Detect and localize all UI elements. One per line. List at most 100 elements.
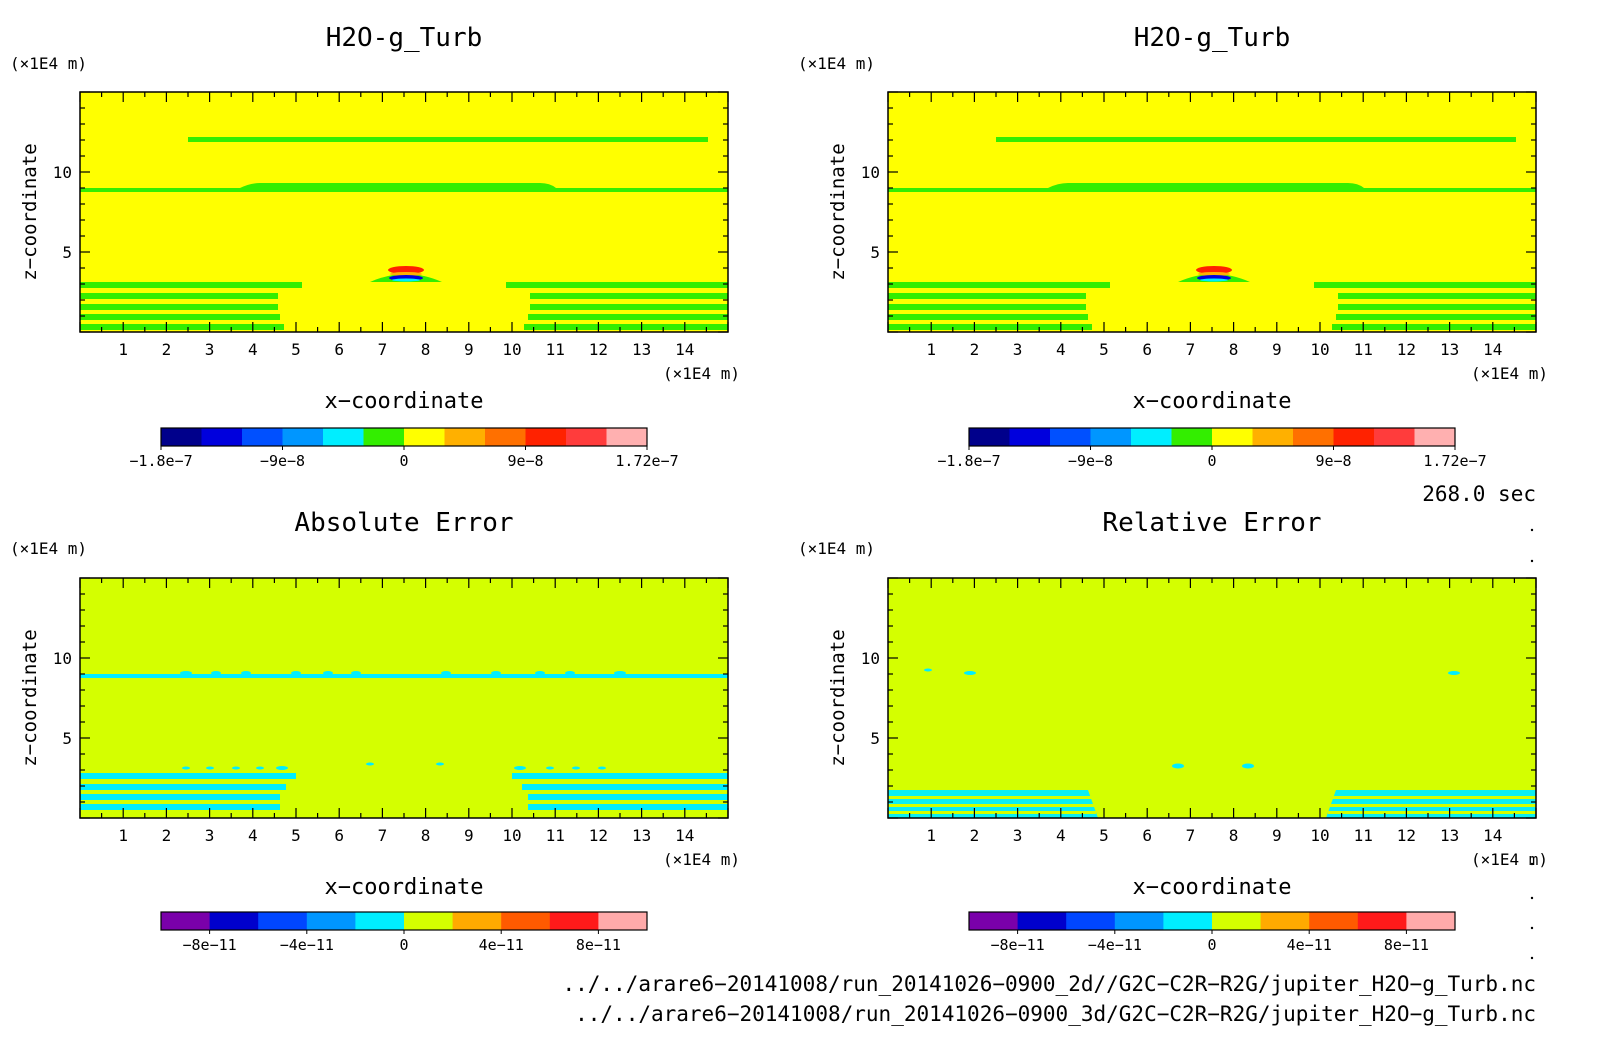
colorbar-swatch <box>1333 428 1375 446</box>
x-tick-label: 3 <box>1013 340 1023 359</box>
x-tick-label: 14 <box>1483 826 1502 845</box>
colorbar-swatch <box>1309 912 1359 930</box>
panel-title: Absolute Error <box>294 508 513 538</box>
x-tick-label: 4 <box>248 340 258 359</box>
colorbar-swatch <box>282 428 324 446</box>
colorbar-swatch <box>1406 912 1456 930</box>
x-tick-label: 5 <box>1099 826 1109 845</box>
x-tick-label: 7 <box>1186 340 1196 359</box>
colorbar: −1.8e−7 −9e−8 0 9e−8 1.72e−7 <box>129 427 679 470</box>
colorbar-tick-label: 0 <box>1207 936 1216 954</box>
x-tick-label: 10 <box>502 340 521 359</box>
colorbar-tick-label: 0 <box>399 936 408 954</box>
colorbar-swatch <box>1090 428 1132 446</box>
colorbar-swatch <box>1252 428 1294 446</box>
colorbar-swatch <box>363 428 405 446</box>
x-tick-label: 9 <box>464 340 474 359</box>
colorbar-swatch <box>404 428 445 446</box>
x-tick-label: 3 <box>1013 826 1023 845</box>
green-stripes-right <box>506 282 728 330</box>
colorbar-swatch <box>1171 428 1213 446</box>
colorbar-swatch <box>1260 912 1310 930</box>
x-axis-label: x−coordinate <box>1133 389 1292 414</box>
colorbar-swatch <box>485 428 526 446</box>
colorbar-swatch <box>1374 428 1415 446</box>
x-unit-label: (×1E4 m) <box>1471 364 1548 383</box>
x-tick-label: 2 <box>970 826 980 845</box>
cyan-blob <box>1200 278 1228 282</box>
cyan-dots-mid <box>180 671 626 675</box>
colorbar-swatch <box>525 428 567 446</box>
x-tick-label: 6 <box>1142 340 1152 359</box>
red-blob <box>1196 266 1232 274</box>
x-tick-label: 10 <box>1310 826 1329 845</box>
x-tick-label: 1 <box>926 826 936 845</box>
footer-line-2: ../../arare6−20141008/run_20141026−0900_… <box>575 1002 1536 1026</box>
x-tick-label: 7 <box>378 826 388 845</box>
x-tick-label: 14 <box>675 340 694 359</box>
x-tick-label: 4 <box>1056 340 1066 359</box>
colorbar-tick-label: 9e−8 <box>507 452 543 470</box>
orange-blob <box>390 272 422 276</box>
x-tick-label: 1 <box>926 340 936 359</box>
colorbar-swatch <box>1212 428 1253 446</box>
colorbar-swatch <box>566 428 607 446</box>
cyan-stripes-right <box>512 773 728 810</box>
colorbar-tick-label: −4e−11 <box>280 936 334 954</box>
x-axis-label: x−coordinate <box>325 389 484 414</box>
colorbar-tick-label: −8e−11 <box>991 936 1045 954</box>
green-stripes-left <box>888 282 1110 330</box>
x-tick-label: 9 <box>1272 340 1282 359</box>
colorbar-tick-label: 8e−11 <box>1384 936 1429 954</box>
colorbar-swatch <box>1163 912 1213 930</box>
colorbar-swatch <box>201 428 243 446</box>
green-band-upper <box>188 137 708 142</box>
colorbar-swatch <box>161 912 211 930</box>
x-tick-label: 5 <box>291 826 301 845</box>
y-unit-label: (×1E4 m) <box>798 54 875 73</box>
x-tick-label: 8 <box>421 826 431 845</box>
x-axis-label: x−coordinate <box>1133 875 1292 900</box>
colorbar-swatch <box>444 428 486 446</box>
x-tick-label: 2 <box>162 340 172 359</box>
colorbar-swatch <box>1414 428 1456 446</box>
colorbar-tick-label: −4e−11 <box>1088 936 1142 954</box>
colorbar: −8e−11 −4e−11 0 4e−11 8e−11 <box>968 911 1456 954</box>
colorbar-swatch <box>258 912 308 930</box>
footer-line-1: ../../arare6−20141008/run_20141026−0900_… <box>562 972 1536 996</box>
colorbar-tick-label: 0 <box>1207 452 1216 470</box>
plot-background <box>80 92 728 332</box>
y-axis-label: z−coordinate <box>827 629 849 766</box>
x-tick-label: 12 <box>1397 340 1416 359</box>
colorbar-swatch <box>501 912 551 930</box>
colorbar-swatch <box>1017 912 1067 930</box>
x-tick-label: 8 <box>1229 340 1239 359</box>
colorbar-tick-label: 8e−11 <box>576 936 621 954</box>
colorbar-tick-label: 4e−11 <box>479 936 524 954</box>
x-tick-label: 3 <box>205 826 215 845</box>
x-tick-label: 5 <box>291 340 301 359</box>
y-tick-label: 10 <box>861 649 880 668</box>
y-tick-label: 5 <box>870 243 880 262</box>
cyan-stripes-left <box>80 773 296 810</box>
colorbar-swatch <box>1114 912 1164 930</box>
y-unit-label: (×1E4 m) <box>10 54 87 73</box>
colorbar-swatch <box>1050 428 1091 446</box>
colorbar-swatch <box>404 912 454 930</box>
edge-markers <box>1530 528 1534 960</box>
colorbar-tick-label: 1.72e−7 <box>615 452 678 470</box>
colorbar-tick-label: 1.72e−7 <box>1423 452 1486 470</box>
y-tick-label: 10 <box>53 163 72 182</box>
plot-background <box>80 578 728 818</box>
panel-title: H2O-g_Turb <box>1134 23 1291 53</box>
green-band-mid <box>888 183 1536 192</box>
colorbar-swatch <box>969 428 1010 446</box>
x-tick-label: 12 <box>1397 826 1416 845</box>
colorbar-tick-label: 0 <box>399 452 408 470</box>
x-tick-label: 8 <box>1229 826 1239 845</box>
colorbar-swatch <box>549 912 599 930</box>
